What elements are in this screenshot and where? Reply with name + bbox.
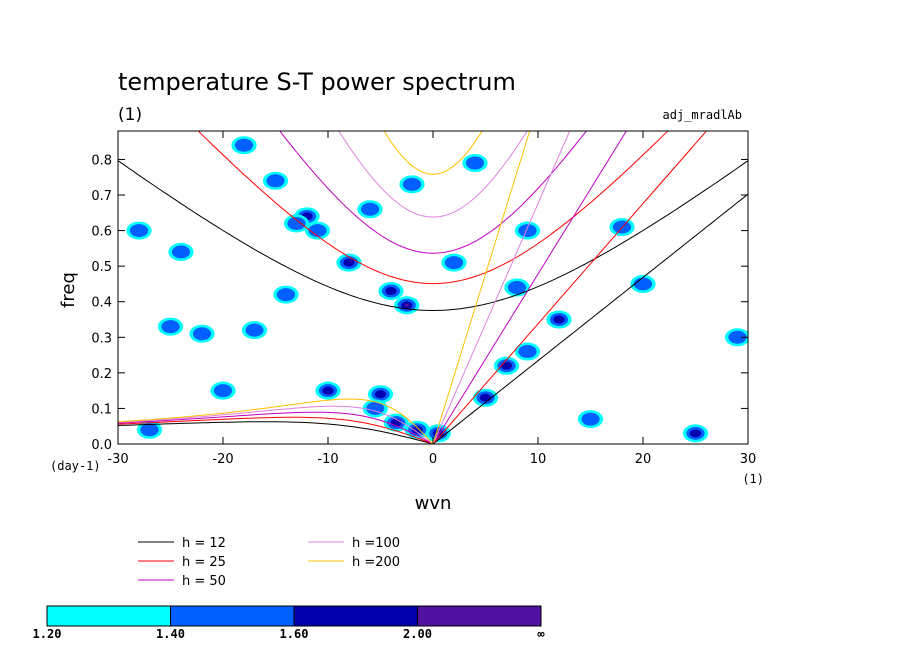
gravity-wave-curve-h12 [118, 160, 748, 312]
colorbar-swatch-3 [417, 605, 542, 627]
contour-blob-22-level-1 [192, 327, 212, 341]
colorbar-swatch-0 [46, 605, 171, 627]
contour-blob-17-level-2 [553, 315, 565, 324]
contour-blob-25-level-1 [444, 256, 464, 270]
contour-blob-32-level-1 [276, 288, 296, 302]
legend: h = 12 h = 25 h = 50 h =100 h =200 [138, 536, 400, 589]
x-tick-label-0: -30 [107, 452, 128, 467]
y-axis-label: freq [58, 272, 79, 308]
gravity-wave-curve-h100 [338, 131, 528, 218]
contour-blob-24-level-1 [245, 323, 264, 337]
chart-title: temperature S-T power spectrum [118, 68, 516, 96]
contour-blob-31-level-1 [140, 423, 159, 437]
contour-blob-12-level-1 [266, 174, 285, 188]
rossby-wave-curve-h25 [118, 416, 434, 444]
chart-subtitle-right: adj_mradlAb [663, 108, 742, 122]
contour-blob-23-level-1 [161, 320, 180, 334]
contour-blob-30-level-1 [728, 330, 747, 344]
x-tick-label-5: 20 [635, 452, 652, 467]
contour-blobs [126, 136, 748, 443]
y-tick-label-1: 0.1 [91, 402, 112, 417]
rossby-wave-curve-h200 [118, 398, 434, 444]
y-tick-label-0: 0.0 [91, 438, 112, 453]
contour-blob-9-level-1 [308, 224, 327, 238]
kelvin-wave-curve-h100 [432, 131, 571, 444]
chart-subtitle-left: (1) [118, 105, 142, 125]
colorbar-swatch-2 [293, 605, 418, 627]
contour-blob-1-level-2 [411, 425, 423, 434]
colorbar-label-3: 2.00 [403, 627, 432, 641]
contour-blob-3-level-2 [374, 390, 387, 399]
contour-blob-18-level-1 [507, 281, 527, 294]
rossby-wave-curve-h12 [118, 421, 434, 444]
kelvin-wave-curve-h200 [432, 131, 531, 444]
contour-blob-7-level-2 [385, 287, 397, 296]
legend-label-h200: h =200 [352, 555, 400, 570]
y-tick-label-6: 0.6 [91, 225, 112, 240]
colorbar-swatch-1 [170, 605, 295, 627]
contour-blob-20-level-1 [129, 224, 149, 238]
x-tick-label-3: 0 [429, 452, 437, 467]
colorbar-label-2: 1.60 [280, 627, 309, 641]
x-tick-label-2: -10 [317, 452, 338, 467]
colorbar: 1.20 1.40 1.60 2.00 ∞ [33, 605, 545, 641]
y-tick-label-2: 0.2 [91, 367, 112, 382]
x-axis-label: wvn [415, 493, 452, 514]
contour-blob-28-level-1 [360, 202, 380, 216]
y-tick-label-4: 0.4 [91, 296, 112, 311]
gravity-wave-curve-h25 [197, 131, 669, 285]
y-tick-label-7: 0.7 [91, 189, 112, 204]
contour-blob-34-level-1 [402, 177, 422, 191]
contour-blob-11-level-1 [287, 216, 306, 230]
gravity-wave-curve-h50 [279, 131, 587, 254]
rossby-wave-curve-h100 [118, 405, 434, 444]
contour-blob-26-level-1 [518, 224, 537, 238]
y-tick-label-8: 0.8 [91, 153, 112, 168]
x-unit-label: (1) [742, 472, 764, 486]
kelvin-wave-curve-h12 [432, 193, 748, 444]
contour-blob-5-level-1 [366, 401, 385, 415]
contour-blob-33-level-1 [465, 156, 485, 170]
contour-blob-4-level-2 [322, 386, 334, 395]
y-tick-label-5: 0.5 [91, 260, 112, 275]
contour-blob-19-level-2 [689, 429, 702, 438]
contour-blob-35-level-1 [633, 277, 653, 291]
contour-blob-16-level-1 [518, 345, 537, 359]
x-tick-label-6: 30 [740, 452, 757, 467]
y-axis: 0.0 0.1 0.2 0.3 0.4 0.5 0.6 0.7 0.8 [91, 153, 748, 453]
contour-blob-13-level-1 [234, 138, 254, 152]
contour-blob-36-level-1 [213, 384, 233, 398]
contour-blob-15-level-2 [479, 393, 492, 402]
colorbar-label-4: ∞ [537, 627, 545, 641]
legend-label-h25: h = 25 [182, 555, 226, 570]
contour-blob-6-level-3 [404, 303, 409, 307]
legend-label-h50: h = 50 [182, 574, 226, 589]
colorbar-label-0: 1.20 [33, 627, 62, 641]
kelvin-wave-curve-h25 [432, 131, 708, 444]
contour-blob-29-level-1 [581, 412, 600, 426]
colorbar-label-1: 1.40 [156, 627, 185, 641]
x-tick-label-1: -20 [212, 452, 233, 467]
contour-blob-14-level-2 [500, 361, 513, 370]
contour-blob-21-level-1 [171, 245, 191, 259]
legend-label-h100: h =100 [352, 536, 400, 551]
rossby-wave-curve-h50 [118, 411, 434, 444]
y-unit-label: (day-1) [50, 459, 101, 473]
kelvin-wave-curve-h50 [432, 131, 627, 444]
legend-label-h12: h = 12 [182, 536, 226, 551]
contour-blob-8-level-2 [343, 258, 355, 267]
gravity-wave-curve-h200 [383, 131, 483, 175]
x-tick-label-4: 10 [530, 452, 547, 467]
y-tick-label-3: 0.3 [91, 331, 112, 346]
x-axis: -30 -20 -10 0 10 20 30 [107, 131, 756, 467]
dispersion-curves [118, 131, 748, 444]
